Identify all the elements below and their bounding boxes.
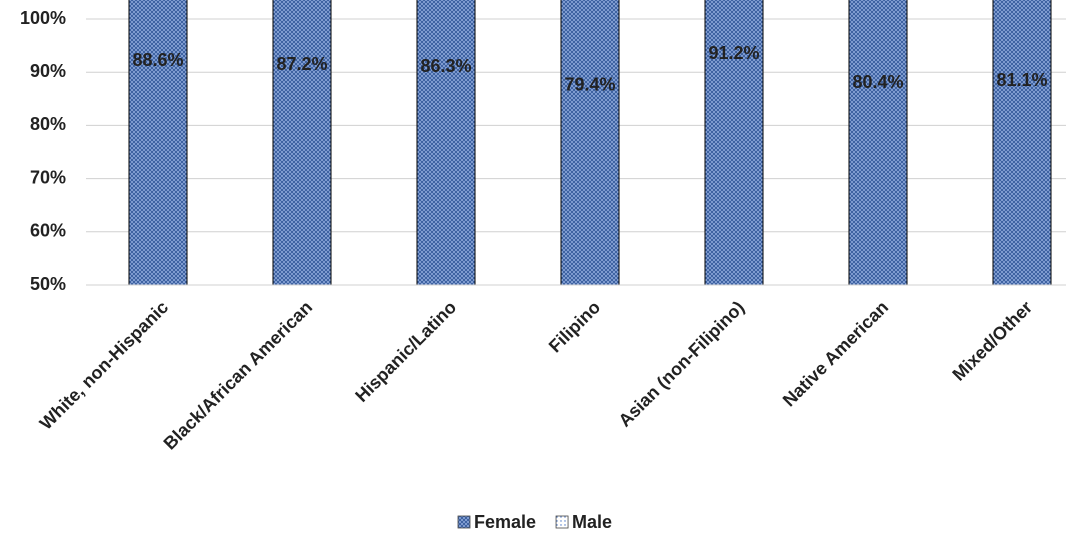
y-tick-label: 60% — [30, 221, 66, 241]
bar-segment — [128, 0, 188, 286]
data-label: 86.3% — [420, 56, 471, 76]
y-tick-label: 70% — [30, 167, 66, 187]
y-tick-label: 50% — [30, 274, 66, 294]
x-tick-label: Mixed/Other — [948, 297, 1036, 385]
data-label: 80.4% — [852, 72, 903, 92]
bar-segment — [416, 0, 476, 286]
x-tick-label: Asian (non-Filipino) — [615, 297, 749, 431]
legend-swatch — [555, 515, 569, 529]
bar-segment — [704, 0, 764, 286]
x-tick-label: Filipino — [545, 297, 604, 356]
y-tick-label: 80% — [30, 114, 66, 134]
legend-label: Female — [474, 512, 536, 532]
data-label: 79.4% — [564, 75, 615, 95]
legend-label: Male — [572, 512, 612, 532]
x-tick-label: Hispanic/Latino — [351, 297, 460, 406]
legend-swatch — [457, 515, 471, 529]
bar-segment — [848, 0, 908, 286]
data-label: 88.6% — [132, 50, 183, 70]
x-tick-label: Black/African American — [160, 297, 317, 454]
x-tick-label: White, non-Hispanic — [36, 297, 172, 433]
x-tick-label: Native American — [779, 297, 892, 410]
data-label: 87.2% — [276, 54, 327, 74]
y-tick-label: 100% — [20, 8, 66, 28]
bar-segment — [560, 0, 620, 286]
bar-segment — [272, 0, 332, 286]
data-label: 81.1% — [996, 70, 1047, 90]
bar-segment — [992, 0, 1052, 286]
y-tick-label: 90% — [30, 61, 66, 81]
data-label: 91.2% — [708, 43, 759, 63]
